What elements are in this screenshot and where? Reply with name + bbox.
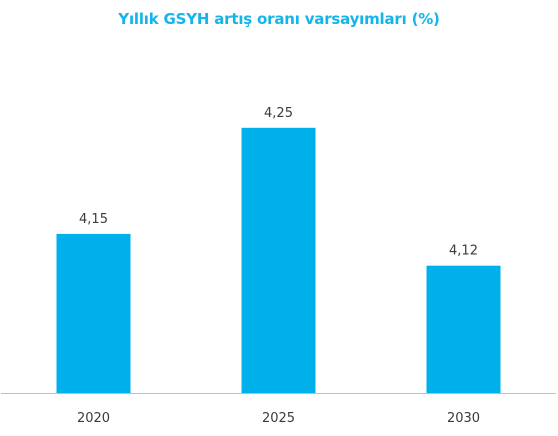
bar-2030: [426, 265, 501, 393]
x-tick-label-2030: 2030: [447, 411, 480, 426]
value-label-2020: 4,15: [79, 212, 108, 227]
value-label-2030: 4,12: [449, 244, 478, 259]
bar-2025: [241, 127, 316, 394]
x-tick-labels-group: 2020 2025 2030: [77, 411, 480, 426]
value-labels-group: 4,15 4,25 4,12: [79, 106, 478, 259]
bar-2020: [56, 233, 131, 393]
x-tick-label-2025: 2025: [262, 411, 295, 426]
value-label-2025: 4,25: [264, 106, 293, 121]
chart-title: Yıllık GSYH artış oranı varsayımları (%): [118, 10, 440, 28]
bars-group: [56, 127, 501, 394]
x-tick-label-2020: 2020: [77, 411, 110, 426]
